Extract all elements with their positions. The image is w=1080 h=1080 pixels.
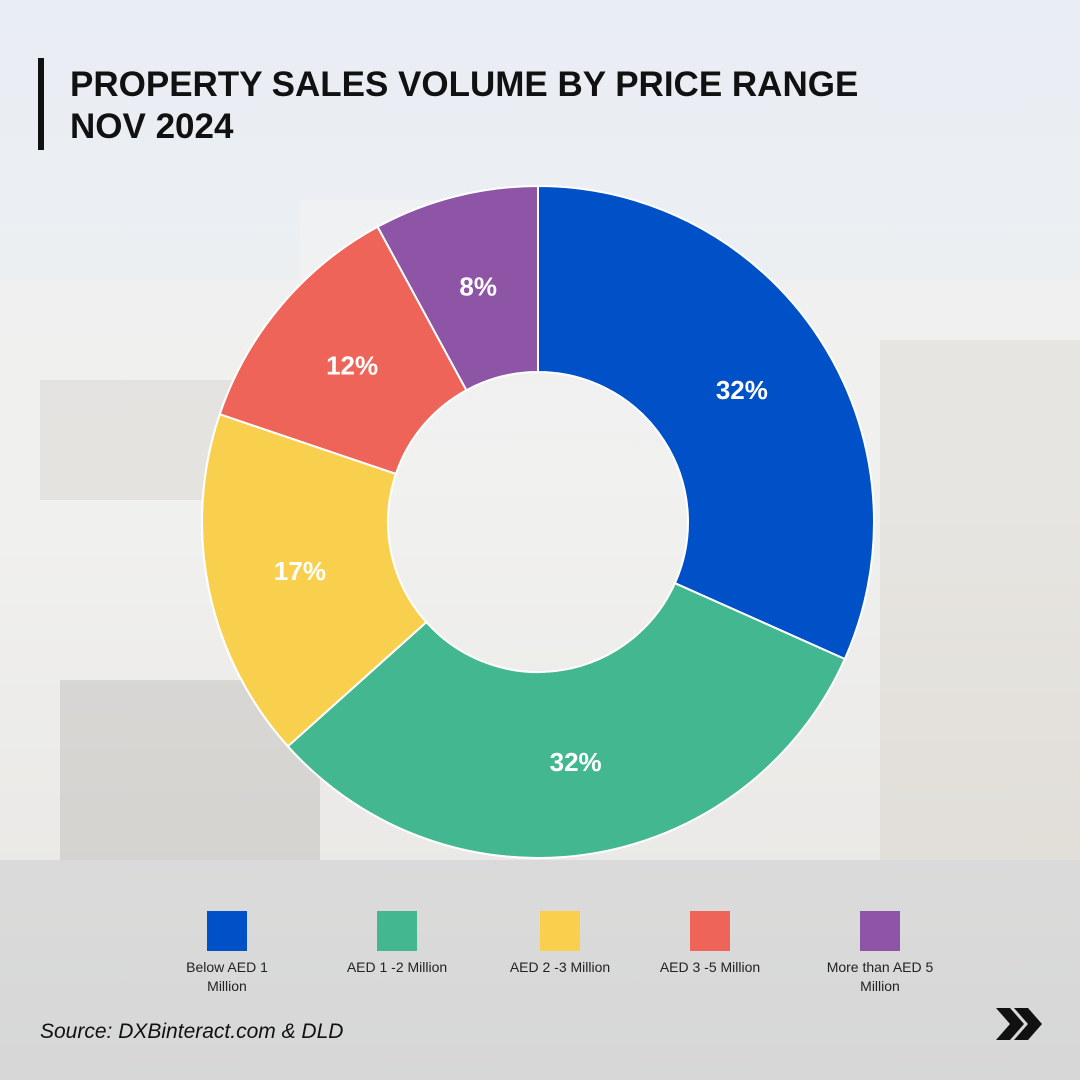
chart-title: PROPERTY SALES VOLUME BY PRICE RANGE (70, 65, 858, 104)
title-bar (38, 58, 44, 150)
legend-label: AED 1 -2 Million (346, 959, 448, 975)
legend-label: AED 2 -3 Million (509, 959, 611, 975)
legend-swatch (690, 911, 730, 951)
value-label: 8% (459, 271, 497, 301)
value-label: 32% (550, 747, 602, 777)
donut-segment (201, 412, 428, 748)
legend-swatch (540, 911, 580, 951)
legend-swatch (377, 911, 417, 951)
legend-label: More than AED 5 Million (826, 959, 934, 994)
donut-segment (537, 184, 875, 661)
legend-label: Below AED 1 Million (186, 959, 268, 994)
source: Source: DXBinteract.com & DLD (40, 1020, 343, 1043)
value-label: 12% (326, 350, 378, 380)
donut-segment (218, 225, 468, 476)
next-icon[interactable] (996, 1008, 1042, 1040)
donut-segment (376, 184, 539, 392)
chart-subtitle: NOV 2024 (70, 107, 234, 146)
legend-label: AED 3 -5 Million (659, 959, 761, 975)
legend-swatch (207, 911, 247, 951)
value-label: 17% (274, 556, 326, 586)
legend-swatch (860, 911, 900, 951)
value-label: 32% (716, 375, 768, 405)
donut-segment (286, 581, 847, 859)
donut: 32% 32% 17% 12% 8% (201, 184, 875, 859)
